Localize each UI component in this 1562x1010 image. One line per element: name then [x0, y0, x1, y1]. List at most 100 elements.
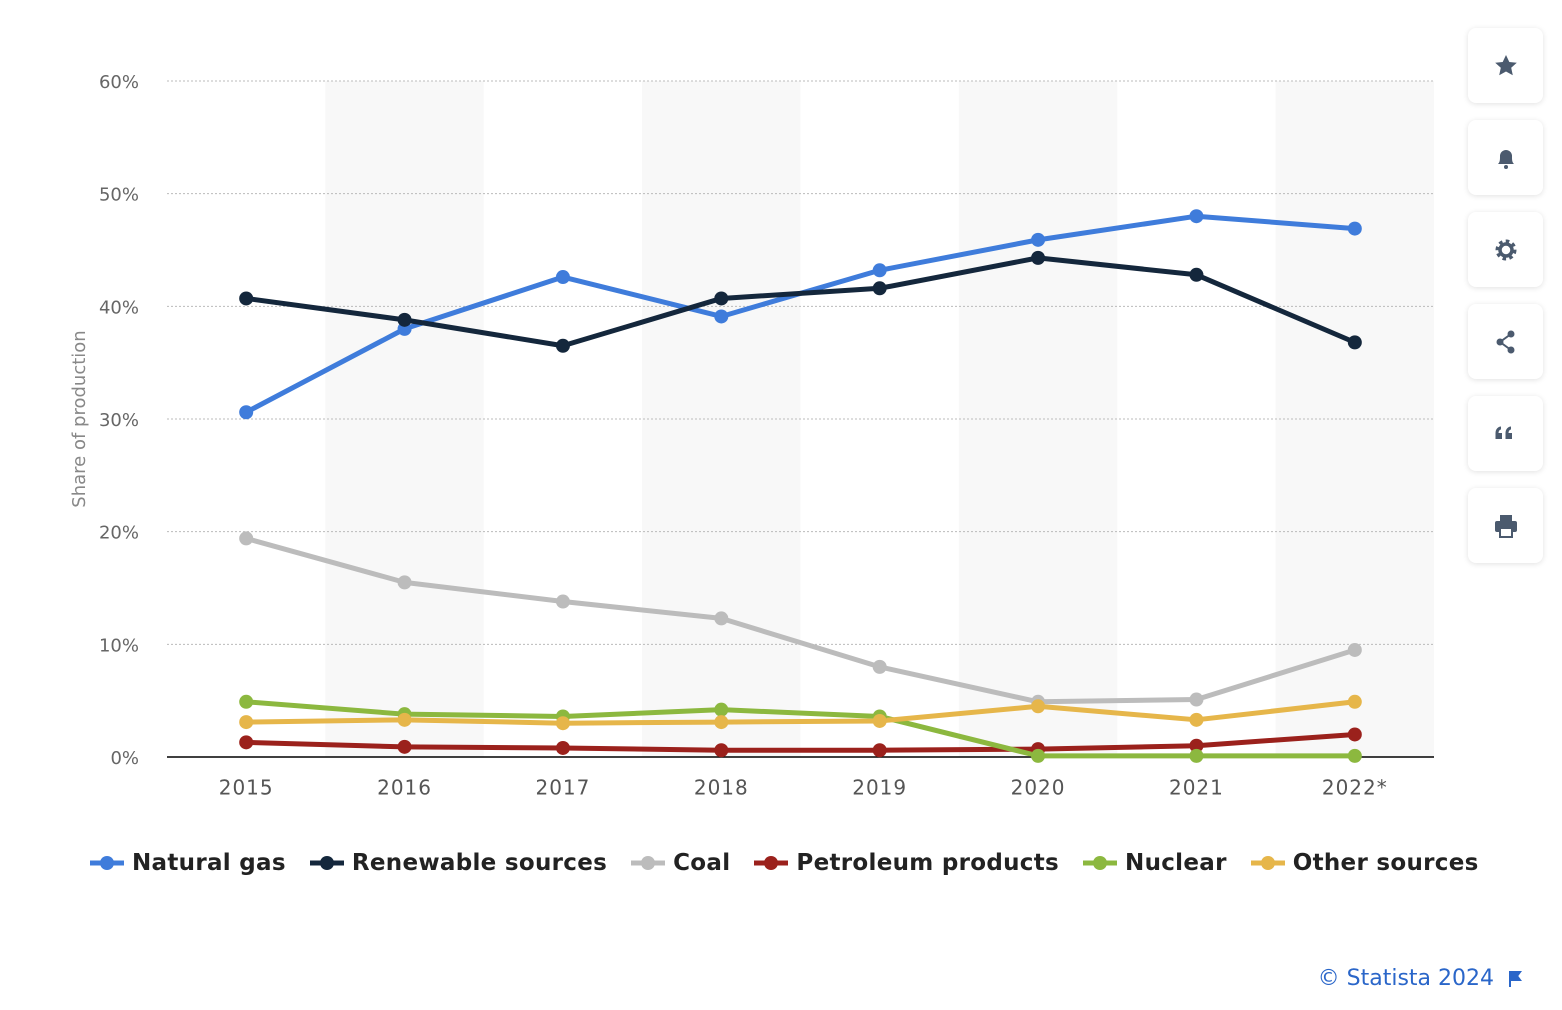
- credit-text: © Statista 2024: [1317, 966, 1494, 991]
- cite-button[interactable]: [1468, 396, 1543, 471]
- legend-item[interactable]: Natural gas: [90, 850, 286, 876]
- legend-swatch-dot: [641, 856, 656, 870]
- legend-item[interactable]: Coal: [631, 850, 730, 876]
- data-point: [1189, 692, 1204, 707]
- data-point: [555, 270, 570, 285]
- data-point: [397, 312, 412, 327]
- x-tick-label: 2020: [1011, 776, 1066, 800]
- data-point: [714, 743, 729, 758]
- data-point: [1189, 712, 1204, 727]
- series-line: [245, 699, 1355, 759]
- data-point: [555, 338, 570, 353]
- y-tick-label: 0%: [110, 748, 139, 769]
- legend-swatch: [631, 856, 666, 870]
- legend-label: Other sources: [1292, 850, 1479, 876]
- legend-swatch-dot: [100, 856, 114, 870]
- share-button[interactable]: [1468, 304, 1543, 379]
- data-point: [239, 531, 254, 546]
- data-point: [555, 740, 570, 755]
- data-point: [397, 575, 412, 590]
- settings-button[interactable]: [1468, 212, 1543, 287]
- legend-item[interactable]: Nuclear: [1083, 850, 1227, 876]
- legend-swatch-dot: [1093, 856, 1108, 870]
- legend-swatch: [1250, 856, 1285, 870]
- legend-label: Nuclear: [1125, 850, 1227, 876]
- data-point: [555, 716, 570, 731]
- legend-swatch-dot: [319, 856, 334, 870]
- series-line: [246, 699, 1356, 726]
- data-point: [714, 715, 729, 730]
- chart: Share of production 0% 10% 20% 30% 40% 50% 60%…: [69, 72, 1434, 800]
- data-point: [397, 712, 412, 727]
- legend-item[interactable]: Renewable sources: [309, 850, 608, 876]
- legend-label: Natural gas: [132, 850, 286, 876]
- flag-icon: [1509, 970, 1522, 987]
- favorite-button[interactable]: [1468, 28, 1543, 103]
- series-line: [245, 536, 1356, 705]
- x-tick-label: 2022*: [1322, 776, 1388, 800]
- legend-swatch: [90, 856, 124, 870]
- legend-label: Renewable sources: [351, 850, 608, 876]
- data-point: [1189, 209, 1204, 224]
- legend-swatch-dot: [1260, 856, 1275, 870]
- data-point: [1189, 267, 1204, 282]
- data-point: [872, 743, 887, 758]
- y-tick-label: 20%: [99, 523, 139, 544]
- y-tick-label: 30%: [99, 410, 139, 431]
- band: [958, 81, 1118, 757]
- x-tick-label: 2019: [852, 776, 907, 800]
- data-point: [1347, 748, 1362, 763]
- data-point: [239, 715, 254, 730]
- data-point: [555, 594, 570, 609]
- data-point: [239, 405, 254, 420]
- print-button[interactable]: [1468, 488, 1543, 563]
- data-point: [1031, 250, 1046, 265]
- data-point: [239, 291, 254, 306]
- y-tick-label: 40%: [99, 297, 139, 318]
- data-point: [1347, 642, 1362, 657]
- data-point: [1031, 232, 1046, 247]
- series-line: [246, 731, 1355, 753]
- data-point: [872, 713, 887, 728]
- data-point: [1189, 748, 1204, 763]
- y-tick-label: 50%: [99, 185, 139, 206]
- y-tick-label: 10%: [99, 635, 139, 656]
- data-point: [714, 611, 729, 626]
- data-point: [1347, 335, 1362, 350]
- data-point: [872, 263, 887, 278]
- data-point: [1189, 738, 1204, 753]
- data-point: [397, 739, 412, 754]
- legend-swatch: [1083, 856, 1118, 870]
- legend-swatch: [309, 856, 344, 870]
- legend-item[interactable]: Petroleum products: [754, 850, 1059, 876]
- data-point: [1347, 221, 1362, 236]
- legend: Natural gas Renewable sources Coal Petroleu…: [90, 850, 1479, 876]
- data-point: [872, 281, 887, 296]
- y-axis-label: Share of production: [69, 330, 90, 507]
- data-point: [1347, 694, 1362, 709]
- data-point: [1031, 748, 1046, 763]
- data-point: [714, 291, 729, 306]
- data-point: [872, 659, 887, 674]
- x-tick-label: 2016: [377, 776, 432, 800]
- data-point: [714, 702, 729, 717]
- legend-swatch: [754, 856, 789, 870]
- legend-label: Coal: [673, 850, 731, 876]
- legend-item[interactable]: Other sources: [1250, 850, 1479, 876]
- data-point: [714, 309, 729, 324]
- y-tick-label: 60%: [99, 72, 139, 93]
- credit: © Statista 2024: [1318, 966, 1522, 991]
- series-line: [245, 255, 1356, 349]
- data-point: [239, 694, 254, 709]
- data-point: [1347, 727, 1362, 742]
- x-tick-label: 2018: [694, 776, 749, 800]
- notification-button[interactable]: [1468, 120, 1543, 195]
- x-tick-label: 2017: [535, 776, 590, 800]
- data-point: [239, 735, 254, 750]
- x-tick-label: 2021: [1169, 776, 1224, 800]
- data-point: [1031, 699, 1046, 714]
- x-tick-label: 2015: [219, 776, 274, 800]
- legend-swatch-dot: [764, 856, 779, 870]
- legend-label: Petroleum products: [796, 850, 1060, 876]
